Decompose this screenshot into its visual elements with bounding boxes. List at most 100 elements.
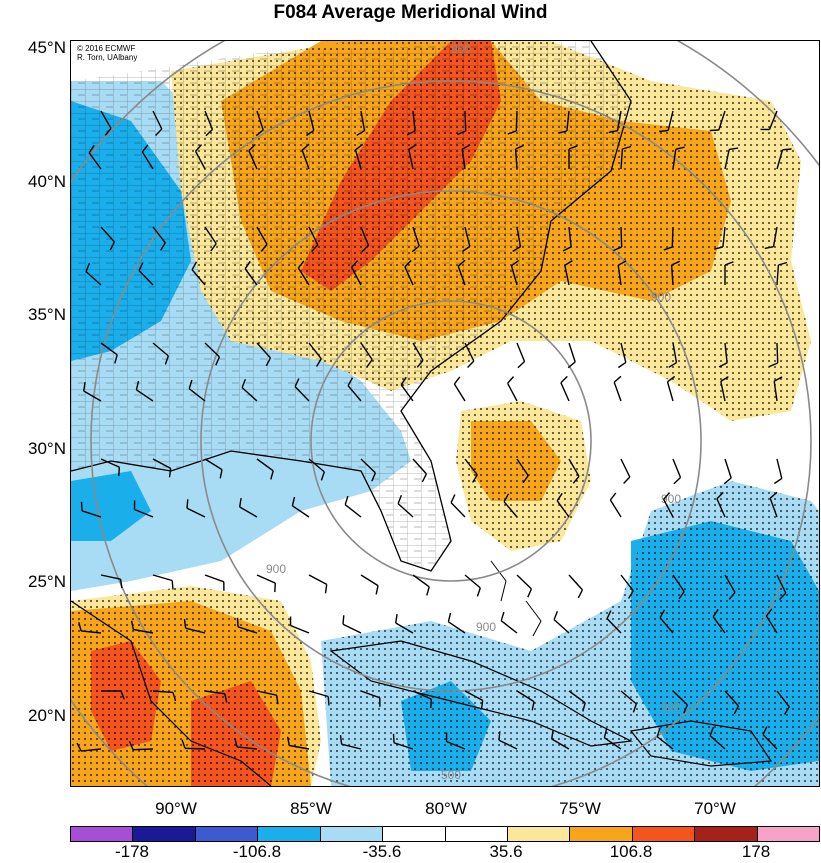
wind-barb-flag-15 [88, 144, 95, 154]
wind-barb-61 [308, 342, 322, 360]
wind-barb-flag-108 [556, 492, 563, 502]
wind-barb-39 [620, 226, 623, 248]
colorbar-tick-1: -178 [114, 842, 150, 861]
wind-barb-flag-58 [164, 355, 169, 365]
wind-barb-137 [606, 618, 622, 634]
wind-barb-flag-150 [582, 702, 586, 712]
wind-barb-flag-24 [568, 145, 578, 150]
colorbar-box-8 [507, 827, 571, 841]
wind-barb-11 [616, 110, 622, 131]
colorbar-tick-6: 178 [741, 842, 771, 861]
lon-label-90w: 90°W [155, 799, 197, 818]
wind-barb-126 [776, 574, 787, 594]
colorbar-tick-5: 106.8 [609, 842, 653, 861]
blue-core-gulf [71, 471, 151, 541]
wind-barb-flag-104 [344, 495, 349, 505]
wind-barb-flag-120 [476, 587, 481, 597]
wind-barb-38 [568, 226, 572, 247]
wind-barb-flag-69 [718, 362, 728, 368]
lat-label-35n: 35°N [28, 305, 66, 324]
wind-barb-flag-26 [675, 146, 685, 150]
contour-label-4: 900 [266, 562, 286, 576]
dotted-overlay-sw [71, 586, 321, 786]
wind-barb-25 [620, 148, 624, 170]
wind-barb-40 [671, 226, 674, 248]
lat-label-45n: 45°N [28, 38, 66, 57]
colorbar-box-10 [632, 827, 696, 841]
wind-barb-71 [83, 390, 102, 402]
wind-barb-152 [672, 690, 688, 706]
colorbar-box-9 [570, 827, 633, 841]
wind-barb-109 [609, 499, 622, 518]
wind-barb-flag-44 [138, 262, 144, 271]
colorbar-tick-2: -106.8 [232, 842, 282, 861]
wind-barb-18 [248, 150, 258, 170]
colorbar-box-1 [71, 827, 134, 841]
wind-barb-13 [718, 110, 726, 131]
wind-barb-flag-121 [527, 588, 533, 598]
wind-barb-92 [464, 458, 478, 476]
wind-barb-155 [81, 748, 102, 752]
contour-lines [71, 41, 819, 786]
wind-barb-flag-153 [733, 705, 740, 715]
wind-barb-flag-123 [628, 590, 634, 599]
wind-barb-flag-137 [606, 610, 612, 619]
colorbar-box-3 [195, 827, 259, 841]
wind-barb-flag-154 [784, 706, 790, 715]
wind-barb-flag-105 [397, 494, 403, 504]
wind-barb-58 [152, 342, 169, 357]
wind-barb-flag-83 [720, 376, 729, 382]
wind-barb-flag-63 [416, 359, 424, 368]
wind-barb-41 [722, 226, 726, 247]
wind-barb-158 [237, 746, 258, 750]
wind-barb-flag-72 [135, 380, 140, 390]
wind-barb-161 [393, 742, 414, 750]
wind-barb-flag-163 [498, 731, 501, 741]
wind-barb-flag-18 [248, 143, 256, 152]
wind-barb-27 [724, 149, 730, 170]
wind-barb-flag-152 [683, 704, 689, 714]
wind-barb-flag-64 [467, 360, 475, 368]
wind-barb-14 [768, 110, 778, 130]
wind-barb-2 [152, 110, 163, 130]
wind-barb-flag-81 [613, 375, 622, 383]
wind-barb-105 [397, 503, 414, 518]
wind-barb-157 [184, 747, 206, 750]
wind-barb-17 [194, 150, 206, 170]
wind-barb-116 [256, 574, 276, 584]
wind-barb-flag-79 [507, 376, 515, 384]
wind-barb-flag-1 [104, 127, 112, 136]
wind-barb-flag-95 [623, 476, 631, 484]
wind-barb-flag-66 [567, 361, 576, 369]
contour-label-7: 500 [661, 700, 681, 714]
wind-barb-94 [568, 458, 580, 477]
contour-label-6: 500 [441, 768, 461, 782]
wind-barb-43 [85, 271, 102, 286]
wind-barb-108 [556, 500, 570, 518]
wind-barb-flag-151 [632, 703, 637, 713]
wind-barb-flag-149 [531, 701, 535, 711]
lat-label-25n: 25°N [28, 572, 66, 591]
wind-barb-flag-47 [297, 260, 305, 269]
wind-barb-flag-82 [667, 375, 676, 383]
wind-barb-148 [464, 690, 484, 702]
wind-barb-30 [152, 226, 166, 244]
wind-barb-flag-25 [622, 145, 632, 150]
wind-barb-flag-71 [83, 381, 86, 392]
wind-barb-flag-136 [553, 610, 559, 620]
wind-barb-flag-87 [219, 469, 223, 479]
wind-barb-139 [712, 616, 726, 634]
dotted-overlay-atlantic [456, 401, 591, 551]
wind-barb-86 [152, 458, 172, 470]
wind-barb-121 [516, 574, 532, 590]
wind-barb-flag-32 [260, 243, 268, 252]
wind-barb-flag-21 [408, 144, 417, 150]
credit-line-1: © 2016 ECMWF [77, 44, 136, 53]
wind-barb-123 [620, 574, 634, 592]
wind-barb-5 [308, 110, 315, 131]
wind-barb-flag-84 [773, 376, 783, 382]
wind-barb-76 [347, 385, 362, 402]
wind-barb-74 [241, 387, 258, 402]
wind-barb-flag-12 [659, 129, 669, 133]
wind-barb-132 [342, 623, 362, 634]
